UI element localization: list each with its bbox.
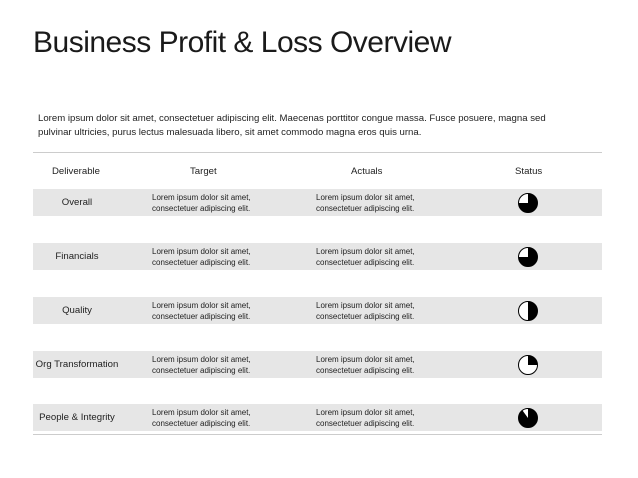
target: Lorem ipsum dolor sit amet, consectetuer…	[152, 193, 251, 213]
status-ball	[518, 355, 538, 375]
column-header: Status	[515, 166, 543, 177]
column-header: Target	[190, 166, 217, 177]
status-fill	[518, 193, 538, 213]
actuals: Lorem ipsum dolor sit amet, consectetuer…	[316, 355, 415, 375]
row-band	[33, 351, 602, 378]
column-header: Actuals	[351, 166, 383, 177]
actuals: Lorem ipsum dolor sit amet, consectetuer…	[316, 301, 415, 321]
actuals: Lorem ipsum dolor sit amet, consectetuer…	[316, 193, 415, 213]
row-band	[33, 243, 602, 270]
status-fill	[518, 247, 538, 267]
status-fill	[528, 301, 538, 321]
target: Lorem ipsum dolor sit amet, consectetuer…	[152, 301, 251, 321]
intro: Lorem ipsum dolor sit amet, consectetuer…	[38, 113, 546, 138]
status-fill	[518, 408, 538, 428]
actuals: Lorem ipsum dolor sit amet, consectetuer…	[316, 247, 415, 267]
bottom-rule	[33, 434, 602, 435]
status-fill	[528, 355, 538, 365]
target: Lorem ipsum dolor sit amet, consectetuer…	[152, 408, 251, 428]
status-ball	[518, 301, 538, 321]
column-header: Deliverable	[52, 166, 100, 177]
actuals: Lorem ipsum dolor sit amet, consectetuer…	[316, 408, 415, 428]
deliverable: Overall	[61, 197, 93, 208]
target: Lorem ipsum dolor sit amet, consectetuer…	[152, 247, 251, 267]
title: Business Profit & Loss Overview	[33, 26, 452, 59]
deliverable: Financials	[55, 251, 99, 262]
status-ball	[518, 408, 538, 428]
row-band	[33, 404, 602, 431]
top-rule	[33, 152, 602, 153]
deliverable: Org Transformation	[35, 359, 119, 370]
status-ball	[518, 193, 538, 213]
status-ball	[518, 247, 538, 267]
deliverable: People & Integrity	[39, 412, 115, 423]
target: Lorem ipsum dolor sit amet, consectetuer…	[152, 355, 251, 375]
row-band	[33, 297, 602, 324]
row-band	[33, 189, 602, 216]
deliverable: Quality	[62, 305, 92, 316]
